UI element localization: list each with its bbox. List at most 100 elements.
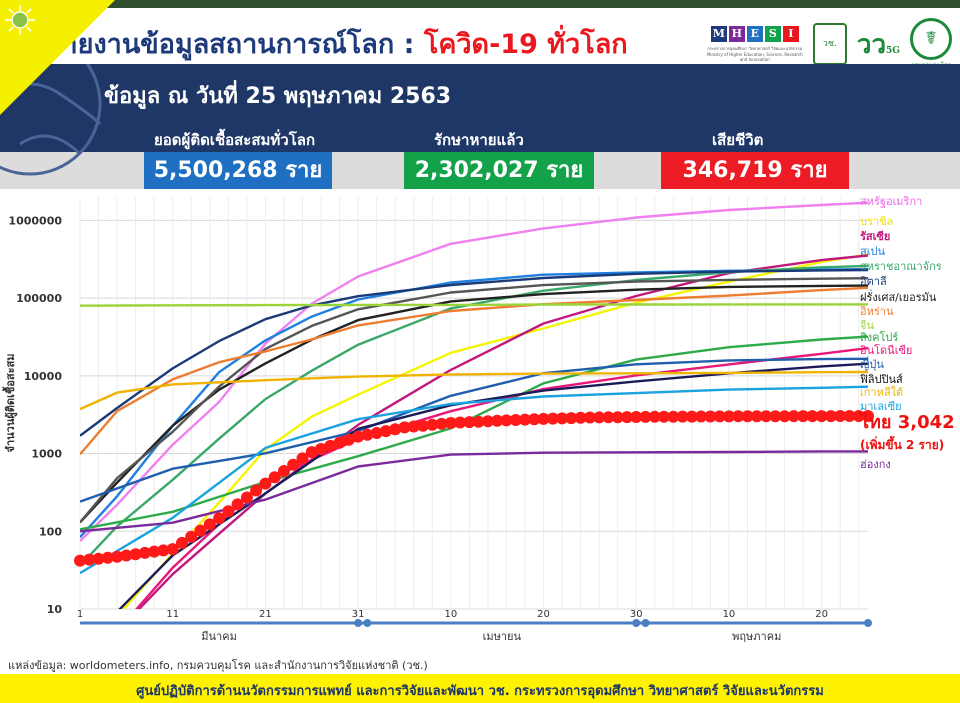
- legend-label: ฝรั่งเศส/เยอรมัน: [860, 289, 937, 304]
- thai-point: [324, 439, 337, 452]
- thai-point: [463, 416, 476, 429]
- mhesi-letter: I: [782, 26, 799, 42]
- top-stripe: [0, 0, 960, 8]
- thai-point: [778, 410, 791, 423]
- y-axis-label: จำนวนผู้ติดเชื้อสะสม: [2, 354, 18, 453]
- legend-label: อินโดนีเซีย: [860, 343, 913, 357]
- x-tick-label: 20: [537, 609, 550, 620]
- thai-point: [750, 410, 763, 423]
- thai-point: [806, 410, 819, 423]
- y-tick-label: 10: [47, 603, 63, 616]
- series-line-ฝรั่งเศส: [80, 284, 868, 524]
- thai-point: [389, 423, 402, 436]
- month-end-marker: [632, 619, 641, 627]
- thai-point: [315, 443, 327, 455]
- thai-point: [500, 414, 513, 427]
- thai-point: [565, 412, 578, 425]
- thai-point: [593, 411, 606, 424]
- thai-point: [695, 410, 708, 423]
- y-tick-label: 100000: [16, 292, 62, 305]
- thai-point: [407, 420, 420, 433]
- thai-point: [648, 410, 661, 423]
- thai-point: [639, 410, 652, 423]
- thai-point: [787, 410, 800, 423]
- legend-label: สิงคโปร์: [860, 330, 899, 344]
- thai-point: [138, 546, 151, 559]
- thai-point: [444, 417, 457, 429]
- thai-point: [296, 452, 309, 465]
- month-label: เมษายน: [483, 630, 522, 643]
- thai-point: [398, 421, 411, 434]
- x-tick-label: 10: [444, 609, 457, 620]
- thai-point: [435, 417, 448, 430]
- thai-point: [231, 498, 244, 511]
- thai-point: [176, 536, 188, 549]
- legend-label: ญี่ปุ่น: [860, 356, 884, 371]
- infected-label: ยอดผู้ติดเชื้อสะสมทั่วโลก: [154, 131, 316, 149]
- covid-chart: 10 100 1000 10000 100000 1000000 จำนวนผู้ติดเช…: [2, 195, 955, 643]
- x-tick-label: 20: [815, 609, 828, 620]
- thai-point: [667, 410, 680, 423]
- thai-point: [546, 412, 559, 425]
- chart-area: 10 100 1000 10000 100000 1000000 จำนวนผู้ติดเช…: [0, 189, 960, 655]
- thai-point: [685, 410, 698, 423]
- legend-label: สหราชอาณาจักร: [860, 260, 942, 273]
- thai-point: [741, 410, 754, 423]
- mhesi-letter: M: [710, 26, 727, 42]
- series-line-จีน: [80, 303, 868, 307]
- month-start-marker: [363, 619, 372, 627]
- series-line-อิตาลี: [80, 268, 868, 437]
- deaths-label: เสียชีวิต: [712, 131, 764, 149]
- moph-logo: ☤: [910, 18, 952, 60]
- series-line-ฟิลิปปินส์: [118, 362, 868, 609]
- legend-label: อิหร่าน: [860, 305, 894, 318]
- thai-point: [676, 410, 689, 423]
- thai-point: [148, 545, 161, 558]
- legend-label: เกาหลีใต้: [860, 386, 903, 399]
- x-tick-label: 1: [77, 609, 83, 620]
- x-tick-label: 21: [259, 609, 272, 620]
- thai-point: [287, 458, 300, 471]
- infected-value: 5,500,268 ราย: [144, 152, 332, 189]
- x-tick-label: 11: [166, 609, 179, 620]
- thai-point: [278, 465, 290, 477]
- thai-point: [111, 550, 124, 563]
- mhesi-subtitle: กระทรวงการอุดมศึกษา วิทยาศาสตร์ วิจัยและ…: [706, 46, 803, 62]
- header: รายงานข้อมูลสถานการณ์โลก : โควิด-19 ทั่ว…: [0, 8, 960, 69]
- y-tick-label: 1000: [31, 448, 62, 461]
- thai-point: [815, 410, 828, 423]
- series-line-สิงคโปร์: [80, 335, 868, 531]
- thai-point: [732, 410, 745, 423]
- thai-point: [166, 543, 179, 556]
- thai-point: [537, 412, 550, 425]
- mhesi-letter: H: [728, 26, 745, 42]
- thai-point: [583, 411, 596, 424]
- thai-point: [370, 427, 383, 439]
- series-line-บราซิล: [122, 253, 868, 609]
- thai-point: [213, 512, 226, 525]
- thai-point: [481, 415, 494, 428]
- thai-point: [222, 505, 235, 518]
- month-start-marker: [641, 619, 650, 627]
- series-line-รัสเซีย: [137, 254, 868, 609]
- series-line-อิหร่าน: [80, 286, 868, 456]
- thai-point: [333, 436, 346, 449]
- month-label: พฤษภาคม: [732, 630, 781, 643]
- thai-point: [101, 551, 114, 564]
- series-line-สหรัฐอเมริกา: [80, 201, 868, 542]
- thai-point: [556, 412, 569, 425]
- legend-label: มาเลเซีย: [860, 400, 902, 413]
- mhesi-letter: S: [764, 26, 781, 42]
- thai-point: [722, 410, 735, 423]
- thai-point: [519, 413, 531, 426]
- thai-point: [472, 415, 485, 428]
- page-title: รายงานข้อมูลสถานการณ์โลก : โควิด-19 ทั่ว…: [48, 22, 628, 65]
- thai-point: [194, 524, 207, 537]
- series-line-เกาหลีใต้: [80, 370, 868, 411]
- thai-point: [834, 410, 847, 422]
- legend-label: รัสเซีย: [860, 230, 890, 243]
- deaths-value: 346,719 ราย: [661, 152, 849, 189]
- recovered-value: 2,302,027 ราย: [404, 152, 594, 189]
- thai-point: [611, 411, 624, 424]
- month-end-marker: [864, 619, 872, 627]
